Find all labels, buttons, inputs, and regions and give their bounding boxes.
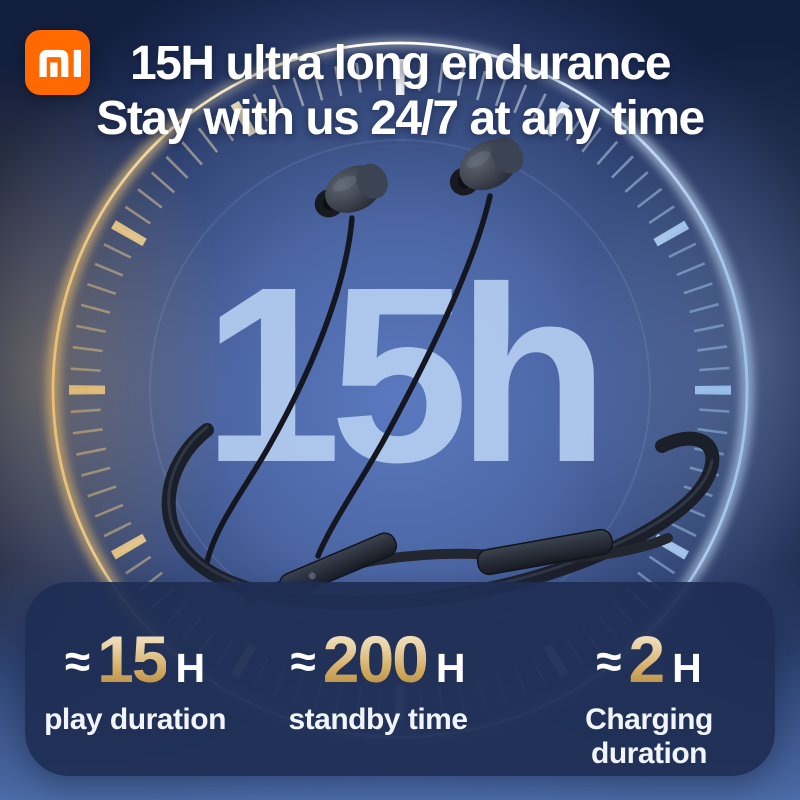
hours-watermark: 15h bbox=[202, 235, 610, 514]
earbud-right bbox=[449, 137, 524, 196]
earbud-wire-left bbox=[204, 215, 355, 565]
earbud-wire-right bbox=[315, 193, 493, 559]
stat-label: Charging duration bbox=[585, 703, 713, 770]
stat-play-duration: ≈15 H play duration bbox=[44, 626, 226, 737]
stat-label: play duration bbox=[44, 703, 226, 736]
control-pod-right bbox=[476, 528, 614, 576]
title-line-2: Stay with us 24/7 at any time bbox=[96, 92, 705, 145]
xiaomi-logo-icon bbox=[25, 30, 90, 95]
title-line-1: 15H ultra long endurance bbox=[129, 37, 672, 90]
stat-label: standby time bbox=[288, 703, 468, 736]
stat-value: 200 bbox=[322, 622, 429, 696]
stat-unit: H bbox=[672, 645, 702, 691]
stat-unit: H bbox=[435, 645, 466, 691]
page-title: 15H ultra long endurance Stay with us 24… bbox=[0, 36, 800, 146]
earbud-left bbox=[314, 163, 388, 218]
approx-symbol: ≈ bbox=[290, 635, 316, 687]
battery-stats-panel: ≈15 H play duration ≈200 H standby time ≈2… bbox=[25, 582, 775, 776]
stat-standby-time: ≈200 H standby time bbox=[288, 622, 468, 737]
approx-symbol: ≈ bbox=[64, 635, 90, 687]
stat-value: 2 bbox=[628, 622, 665, 696]
stat-charging-duration: ≈2 H Charging duration bbox=[585, 626, 713, 771]
stat-unit: H bbox=[175, 645, 206, 691]
approx-symbol: ≈ bbox=[596, 635, 621, 687]
stat-value: 15 bbox=[97, 622, 168, 696]
xiaomi-logo bbox=[25, 30, 90, 95]
